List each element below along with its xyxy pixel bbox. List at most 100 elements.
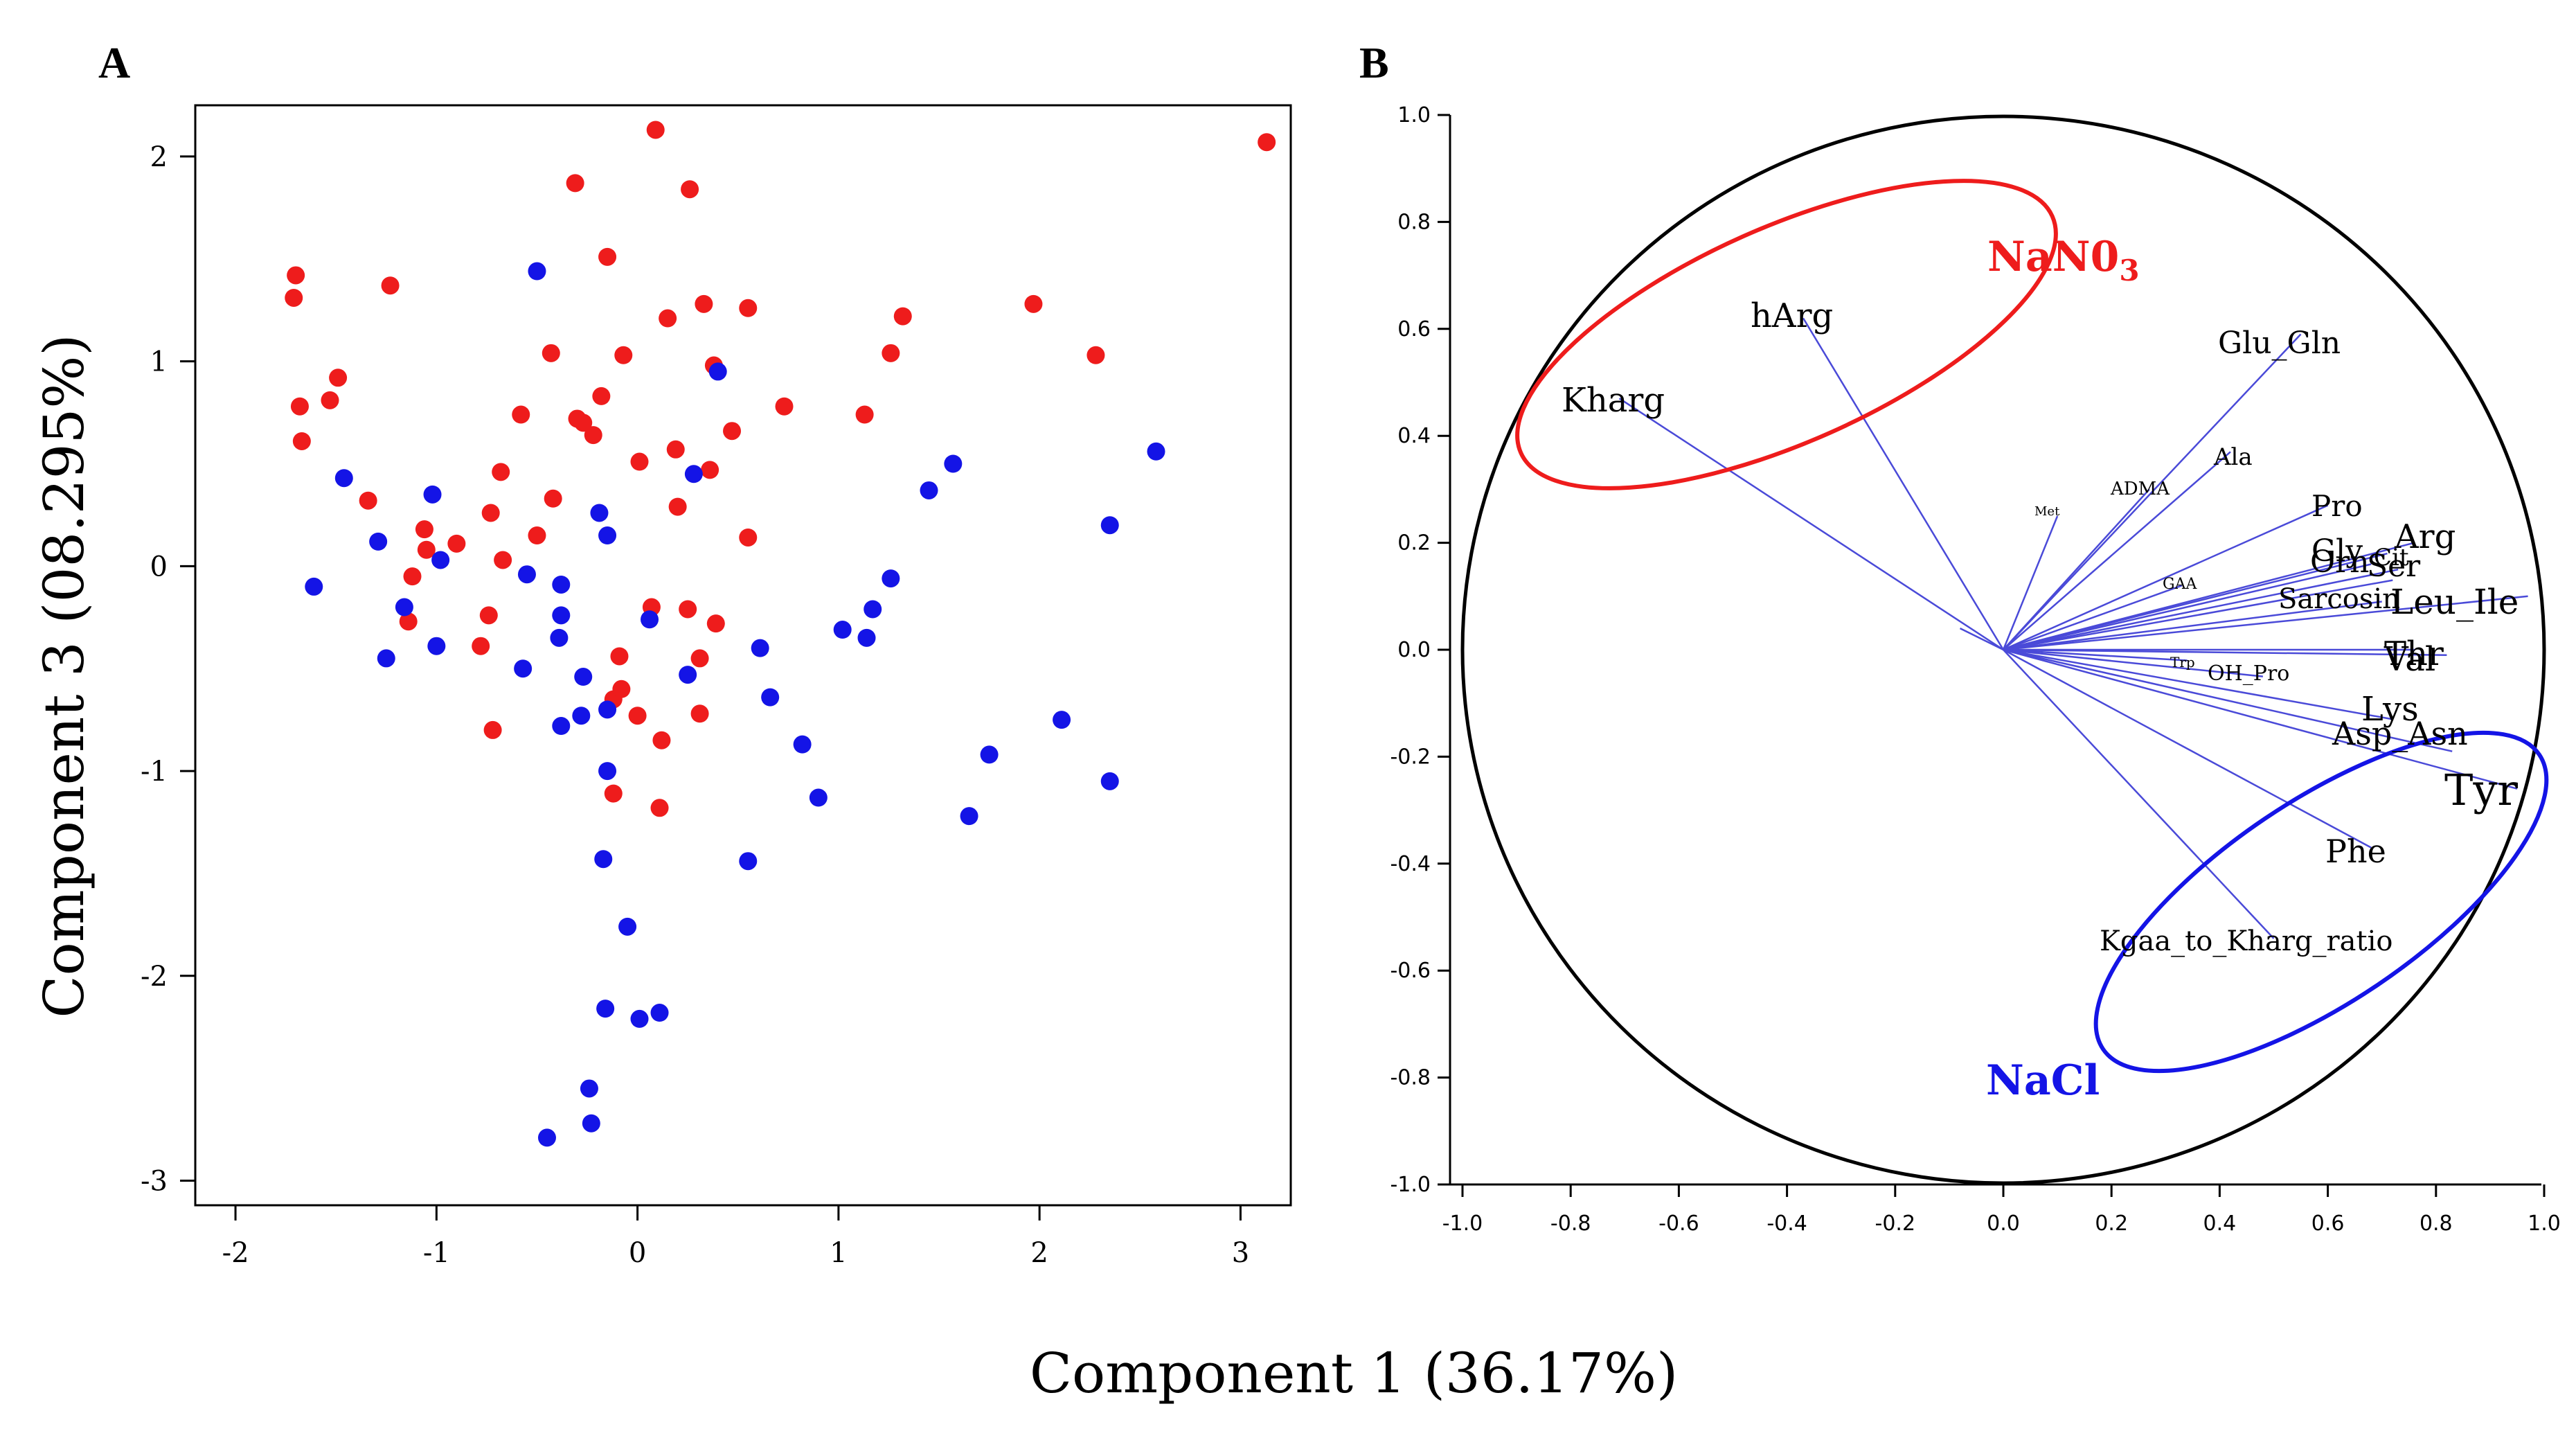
nano3-point	[329, 369, 348, 387]
nano3-point	[290, 397, 309, 416]
nacl-point	[809, 788, 828, 807]
scatter-x-ticks: -2 -1 0 1 2 3	[222, 1205, 1249, 1269]
nano3-point	[447, 534, 466, 553]
nano3-point	[659, 309, 677, 328]
loading-vector-met	[2002, 515, 2059, 650]
loading-x-ticks: -1.0 -0.8 -0.6 -0.4 -0.2 0.0 0.2 0.4 0.6 0.8 1.0	[1442, 1184, 2561, 1236]
nacl-point	[552, 606, 571, 625]
nacl-point	[552, 717, 571, 736]
nano3-point	[701, 461, 719, 479]
scatter-y-tick-label: -3	[141, 1166, 168, 1198]
loading-vector-ala	[2003, 451, 2231, 650]
loading-y-ticks: 1.0 0.8 0.6 0.4 0.2 0.0 -0.2 -0.4 -0.6 -0.8 -1.0	[1390, 103, 1450, 1197]
loading-x-tick-label: 0.8	[2420, 1211, 2453, 1236]
loading-vector-pro	[2003, 504, 2329, 651]
nacl-point	[580, 1079, 598, 1098]
nano3-point	[472, 637, 490, 655]
label-asp-asn: Asp_Asn	[2332, 715, 2468, 752]
label-ser: Ser	[2367, 549, 2421, 584]
nano3-point	[321, 391, 339, 409]
nano3-point	[417, 540, 436, 559]
nacl-ellipse	[2093, 730, 2549, 1074]
nano3-point	[739, 299, 758, 317]
nacl-point	[761, 688, 780, 707]
nacl-point	[572, 707, 591, 725]
scatter-y-tick-label: 0	[150, 551, 168, 583]
loading-x-tick-label: -0.8	[1550, 1211, 1591, 1236]
nacl-point	[590, 504, 609, 522]
nacl-point	[882, 569, 900, 588]
loading-vector-gly	[2003, 552, 2388, 651]
loading-vector-harg	[1802, 317, 2005, 650]
loading-y-tick-label: -0.8	[1390, 1066, 1431, 1090]
label-arg: Arg	[2394, 517, 2456, 556]
nacl-point	[598, 762, 617, 781]
loading-plot: -1.0 -0.8 -0.6 -0.4 -0.2 0.0 0.2 0.4 0.6 0.8 1.0 1…	[1390, 103, 2561, 1236]
nacl-point	[594, 850, 613, 869]
nano3-point	[723, 422, 742, 441]
scatter-plot: -2 -1 0 1 2 3 -3 -2 -1 0 1 2 Component 3 (08.295%)	[32, 104, 1292, 1269]
nacl-point	[377, 649, 395, 668]
panel-letter-b: B	[1359, 38, 1389, 87]
label-kharg: Kharg	[1562, 381, 1665, 420]
nano3-point	[598, 247, 617, 266]
loading-vector-sarcosin	[2003, 601, 2382, 651]
nacl-point	[423, 485, 442, 504]
nano3-point	[483, 720, 502, 739]
nano3-ellipse	[1515, 179, 2058, 490]
nacl-point	[598, 700, 617, 719]
panel-letter-a: A	[98, 38, 130, 87]
nano3-point	[650, 799, 669, 817]
label-lys: Lys	[2361, 690, 2419, 729]
nano3-point	[652, 731, 671, 749]
loading-vector-ser	[2003, 568, 2399, 651]
nacl-point	[920, 481, 938, 499]
loading-x-tick-label: -0.2	[1875, 1211, 1916, 1236]
loading-vector-glu-gln	[2003, 333, 2302, 650]
nacl-point	[739, 852, 758, 871]
nacl-point	[618, 917, 637, 936]
label-sarcosin: Sarcosin	[2278, 583, 2400, 615]
nacl-point	[679, 666, 697, 684]
scatter-x-tick-label: -2	[222, 1237, 249, 1269]
group-label-nano3: NaN03	[1987, 233, 2140, 287]
loading-vector-tyr	[2003, 648, 2518, 790]
nano3-point	[544, 489, 562, 508]
loading-vector-phe	[2003, 648, 2372, 849]
nacl-point	[550, 628, 569, 647]
loading-x-tick-label: 0.6	[2311, 1211, 2345, 1236]
nacl-point	[517, 565, 536, 584]
label-val: Val	[2383, 640, 2435, 679]
correlation-circle	[1460, 114, 2546, 1185]
nano3-point	[1086, 346, 1105, 364]
nacl-point	[793, 735, 812, 754]
scatter-y-tick-label: 1	[150, 346, 168, 378]
nano3-point	[592, 387, 611, 405]
loading-y-tick-label: -0.2	[1390, 745, 1431, 769]
nano3-point	[574, 414, 593, 432]
nacl-point	[305, 577, 323, 596]
label-kgaa-to-kharg-ratio: Kgaa_to_Kharg_ratio	[2100, 925, 2392, 957]
nano3-point	[292, 432, 311, 450]
nano3-point	[612, 680, 631, 698]
label-harg: hArg	[1751, 296, 1833, 335]
label-gaa: GAA	[2163, 576, 2197, 593]
nacl-point	[431, 551, 450, 569]
group-label-nano3-main: NaN0	[1987, 233, 2119, 281]
scatter-x-tick-label: 2	[1030, 1237, 1048, 1269]
nacl-point	[708, 362, 727, 381]
nano3-point	[1258, 133, 1276, 152]
label-phe: Phe	[2325, 833, 2386, 870]
label-trp: Trp	[2170, 654, 2195, 671]
nano3-point	[614, 346, 633, 364]
nacl-point	[641, 610, 659, 629]
nano3-point	[492, 463, 510, 481]
nano3-point	[666, 440, 685, 459]
nano3-point	[690, 649, 709, 668]
loading-vector-cit	[2003, 579, 2393, 651]
nano3-point	[481, 504, 500, 522]
group-label-nacl: NaCl	[1986, 1056, 2100, 1105]
nacl-point	[1100, 516, 1119, 535]
nano3-point	[479, 606, 498, 625]
